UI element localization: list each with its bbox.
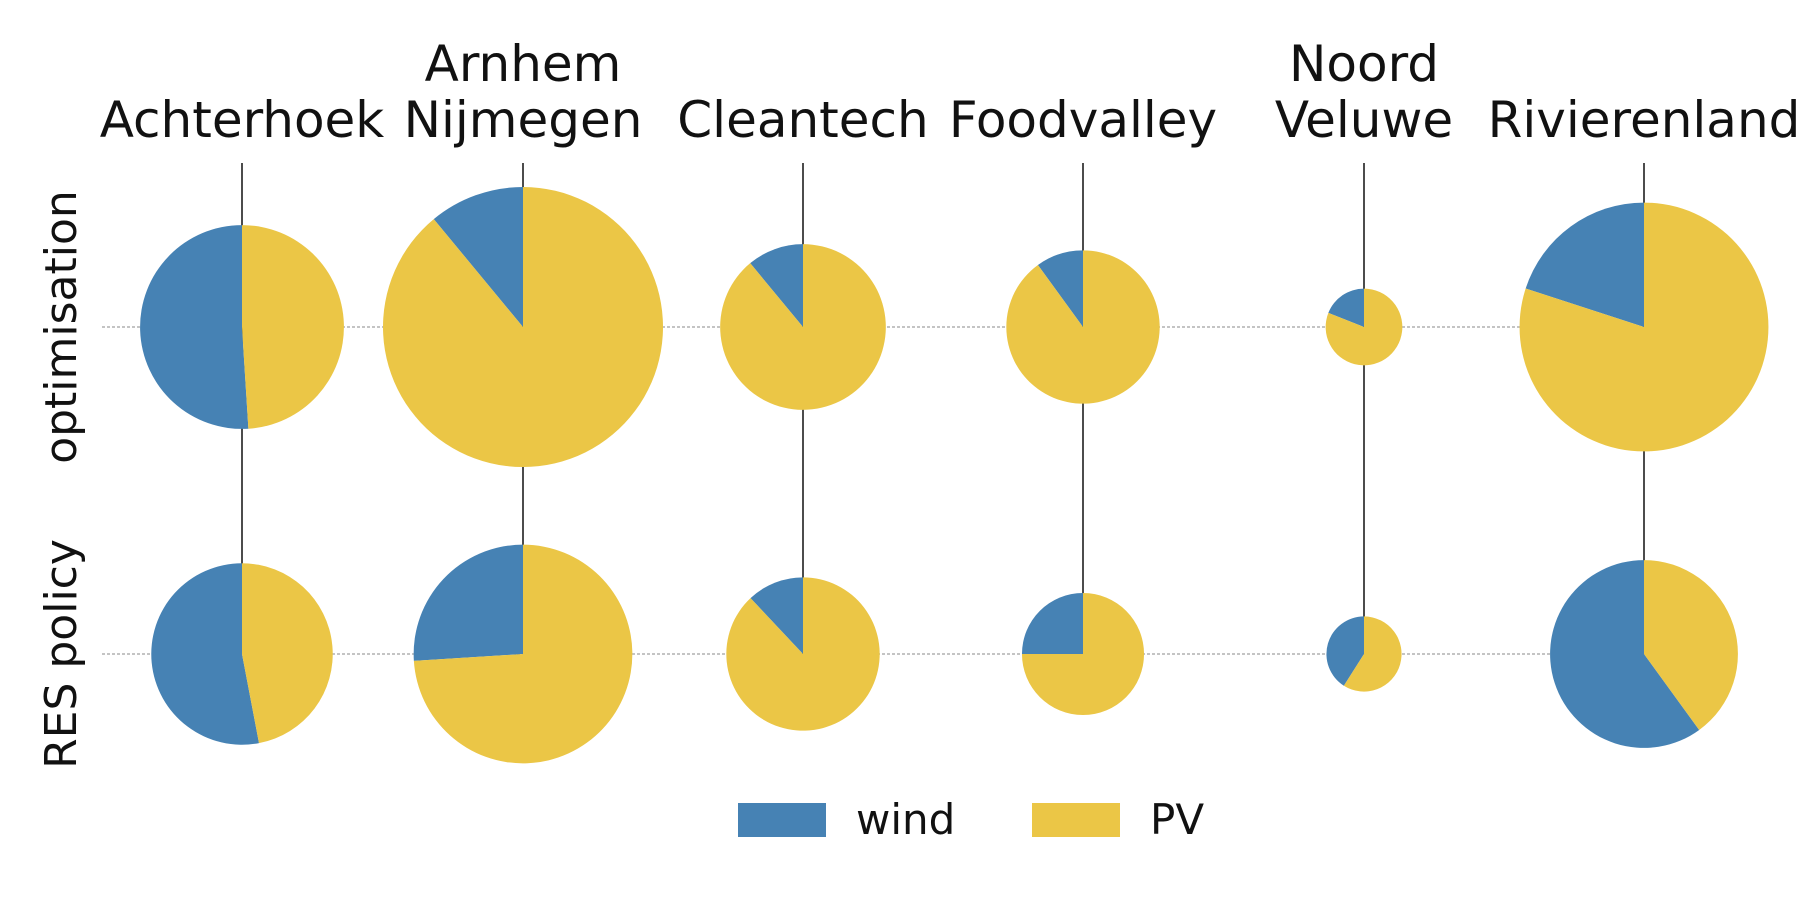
pie-slice-wind-noord-veluwe-optimisation: [1328, 288, 1364, 327]
pie-slice-pv-noord-veluwe-optimisation: [1325, 288, 1403, 366]
pie-slice-pv-noord-veluwe-res-policy: [1343, 616, 1402, 692]
pie-slices: [140, 187, 1769, 764]
pie-slice-wind-arnhem-nijmegen-optimisation: [433, 187, 523, 327]
legend: wind PV: [738, 795, 1204, 844]
region-label-achterhoek: Achterhoek: [100, 91, 385, 149]
pie-slice-pv-rivierenland-optimisation: [1519, 202, 1769, 452]
pie-slice-pv-achterhoek-optimisation: [242, 225, 344, 429]
pie-slice-pv-arnhem-nijmegen-optimisation: [383, 187, 664, 467]
pie-slice-pv-achterhoek-res-policy: [242, 563, 333, 744]
pie-slice-pv-foodvalley-optimisation: [1006, 250, 1160, 404]
pie-slice-pv-cleantech-optimisation: [720, 244, 886, 410]
region-label-cleantech: Cleantech: [677, 91, 928, 149]
legend-label-pv: PV: [1150, 795, 1204, 844]
pie-slice-wind-foodvalley-res-policy: [1021, 592, 1083, 654]
pie-slice-wind-foodvalley-optimisation: [1037, 250, 1083, 327]
pie-slice-pv-foodvalley-res-policy: [1021, 592, 1145, 716]
legend-swatch-wind: [738, 803, 826, 837]
region-label-rivierenland: Rivierenland: [1488, 91, 1800, 149]
row-labels: optimisation RES policy: [36, 190, 87, 769]
row-label-res-policy: RES policy: [36, 539, 87, 769]
pie-slice-pv-cleantech-res-policy: [726, 577, 880, 731]
pie-slice-wind-achterhoek-optimisation: [140, 225, 249, 429]
legend-swatch-pv: [1032, 803, 1120, 837]
pie-slice-wind-achterhoek-res-policy: [151, 563, 260, 745]
pie-slice-wind-rivierenland-optimisation: [1525, 202, 1644, 327]
region-label-noord-veluwe-line-2: Veluwe: [1275, 91, 1453, 149]
region-label-noord-veluwe-line-1: Noord: [1289, 35, 1439, 93]
pie-slice-wind-cleantech-optimisation: [750, 244, 803, 327]
region-label-arnhem-nijmegen-line-1: Arnhem: [425, 35, 622, 93]
guide-lines: [102, 163, 1698, 655]
pie-slice-pv-arnhem-nijmegen-res-policy: [413, 544, 633, 764]
region-label-arnhem-nijmegen-line-2: Nijmegen: [404, 91, 643, 149]
legend-label-wind: wind: [856, 795, 955, 844]
row-label-optimisation: optimisation: [36, 190, 87, 464]
pie-slice-wind-noord-veluwe-res-policy: [1326, 616, 1364, 686]
region-label-foodvalley: Foodvalley: [949, 91, 1217, 149]
pie-slice-wind-arnhem-nijmegen-res-policy: [413, 544, 523, 661]
pie-slice-pv-rivierenland-res-policy: [1644, 560, 1738, 730]
pie-slice-wind-cleantech-res-policy: [750, 577, 803, 654]
pie-slice-wind-rivierenland-res-policy: [1550, 560, 1700, 748]
